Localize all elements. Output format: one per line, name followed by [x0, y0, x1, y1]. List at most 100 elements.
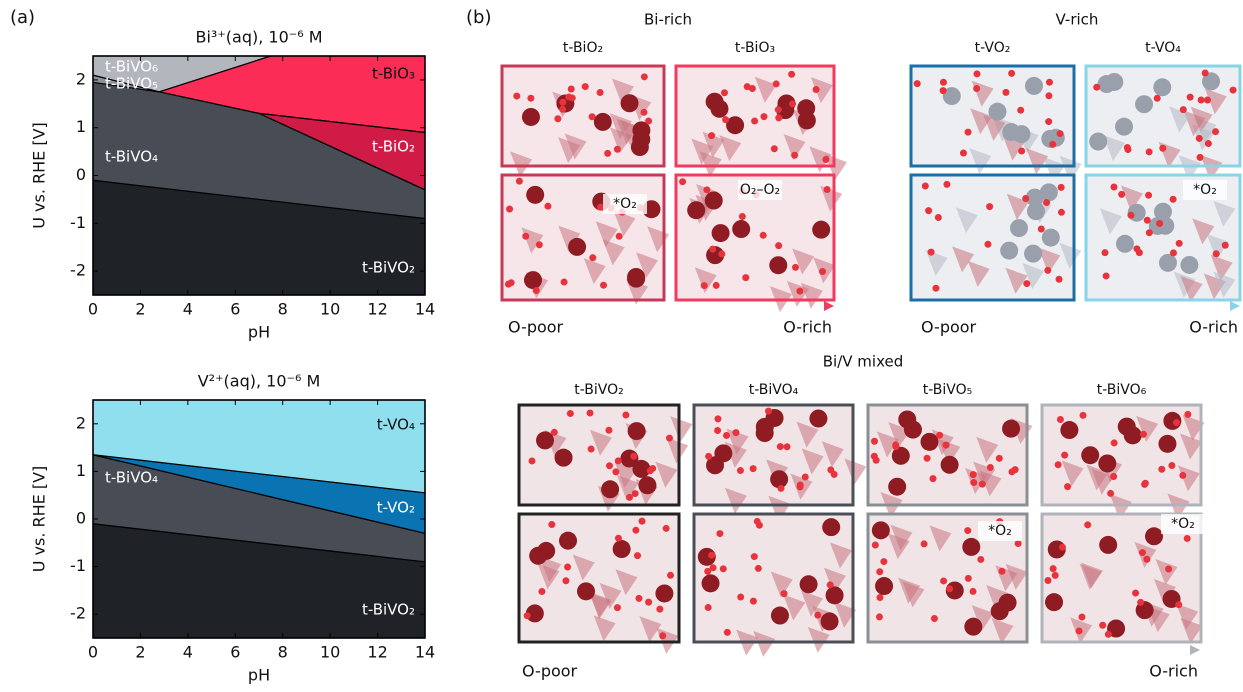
- atom-small: [1173, 419, 1180, 426]
- region-label: t-BiVO₂: [362, 259, 415, 277]
- atom-small: [582, 83, 589, 90]
- atom-small: [589, 113, 596, 120]
- atom-small: [632, 527, 639, 534]
- atom-large: [1105, 73, 1123, 91]
- axis-start-label: O-poor: [921, 318, 977, 337]
- atom-small: [536, 241, 543, 248]
- atom-small: [1205, 140, 1212, 147]
- atom-small: [614, 604, 621, 611]
- arrow-head: [1230, 301, 1240, 311]
- atom-large: [1154, 203, 1172, 221]
- atom-large: [1002, 420, 1020, 438]
- atom-large: [1042, 229, 1060, 247]
- atom-small: [1180, 106, 1187, 113]
- y-axis-label: U vs. RHE [V]: [30, 122, 49, 229]
- atom-small: [781, 590, 788, 597]
- atom-small: [632, 490, 639, 497]
- structure-label: t-BiVO₂: [574, 382, 624, 398]
- atom-small: [1127, 212, 1134, 219]
- atom-small: [605, 427, 612, 434]
- atom-small: [796, 288, 803, 295]
- y-tick-label: -1: [70, 213, 86, 232]
- structure-label: t-BiVO₄: [749, 382, 799, 398]
- x-tick-label: 8: [278, 643, 288, 662]
- atom-small: [1002, 89, 1009, 96]
- atom-small: [1170, 249, 1177, 256]
- atom-small: [1212, 128, 1219, 135]
- atom-small: [589, 254, 596, 261]
- atom-small: [871, 438, 878, 445]
- arrow-head: [1190, 645, 1200, 655]
- atom-small: [1058, 209, 1065, 216]
- atom-small: [880, 558, 887, 565]
- atom-small: [597, 89, 604, 96]
- atom-small: [773, 80, 780, 87]
- atom-large: [613, 540, 631, 558]
- atom-small: [1154, 95, 1161, 102]
- x-tick-label: 6: [230, 643, 240, 662]
- atom-small: [568, 85, 575, 92]
- atom-large: [1116, 235, 1134, 253]
- atom-small: [876, 594, 883, 601]
- atom-small: [713, 282, 720, 289]
- atom-small: [544, 203, 551, 210]
- atom-small: [604, 150, 611, 157]
- atom-small: [533, 287, 540, 294]
- atom-small: [708, 552, 715, 559]
- atom-small: [1052, 572, 1059, 579]
- atom-small: [998, 568, 1005, 575]
- atom-small: [777, 443, 784, 450]
- atom-small: [789, 100, 796, 107]
- atom-large: [559, 532, 577, 550]
- atom-small: [1196, 135, 1203, 142]
- atom-small: [1222, 242, 1229, 249]
- atom-small: [1107, 490, 1114, 497]
- atom-large: [1158, 435, 1176, 453]
- atom-small: [876, 568, 883, 575]
- atom-small: [705, 604, 712, 611]
- atom-large: [522, 108, 540, 126]
- y-axis-label: U vs. RHE [V]: [30, 466, 49, 573]
- region-label: t-VO₄: [377, 416, 415, 434]
- atom-small: [1176, 240, 1183, 247]
- atom-small: [1168, 462, 1175, 469]
- atom-small: [742, 274, 749, 281]
- structure-label: t-BiO₃: [735, 40, 775, 56]
- atom-small: [755, 565, 762, 572]
- atom-large: [771, 607, 789, 625]
- atom-small: [984, 241, 991, 248]
- atom-small: [1045, 92, 1052, 99]
- atom-small: [587, 409, 594, 416]
- atom-small: [827, 466, 834, 473]
- atom-small: [814, 612, 821, 619]
- atom-small: [1175, 601, 1182, 608]
- atom-large: [999, 594, 1017, 612]
- arrow-head: [824, 301, 834, 311]
- y-tick-label: 2: [76, 69, 86, 88]
- atom-large: [1115, 118, 1133, 136]
- atom-small: [930, 475, 937, 482]
- atom-small: [1184, 535, 1191, 542]
- atom-small: [922, 183, 929, 190]
- atom-small: [737, 594, 744, 601]
- atom-small: [656, 606, 663, 613]
- atom-large: [872, 521, 890, 539]
- atom-large: [524, 271, 542, 289]
- atom-small: [516, 178, 523, 185]
- atom-large: [1002, 123, 1020, 141]
- atom-small: [777, 485, 784, 492]
- atom-small: [965, 575, 972, 582]
- atom-small: [775, 242, 782, 249]
- atom-small: [827, 581, 834, 588]
- atom-small: [765, 408, 772, 415]
- structure-label: t-BiO₂: [563, 40, 603, 56]
- x-axis-label: pH: [248, 666, 270, 685]
- atom-small: [718, 251, 725, 258]
- atom-small: [708, 132, 715, 139]
- atom-large: [1124, 426, 1142, 444]
- atom-small: [615, 457, 622, 464]
- atom-small: [615, 535, 622, 542]
- atom-small: [1008, 70, 1015, 77]
- atom-large: [1180, 256, 1198, 274]
- structure-label: t-VO₄: [1145, 40, 1181, 56]
